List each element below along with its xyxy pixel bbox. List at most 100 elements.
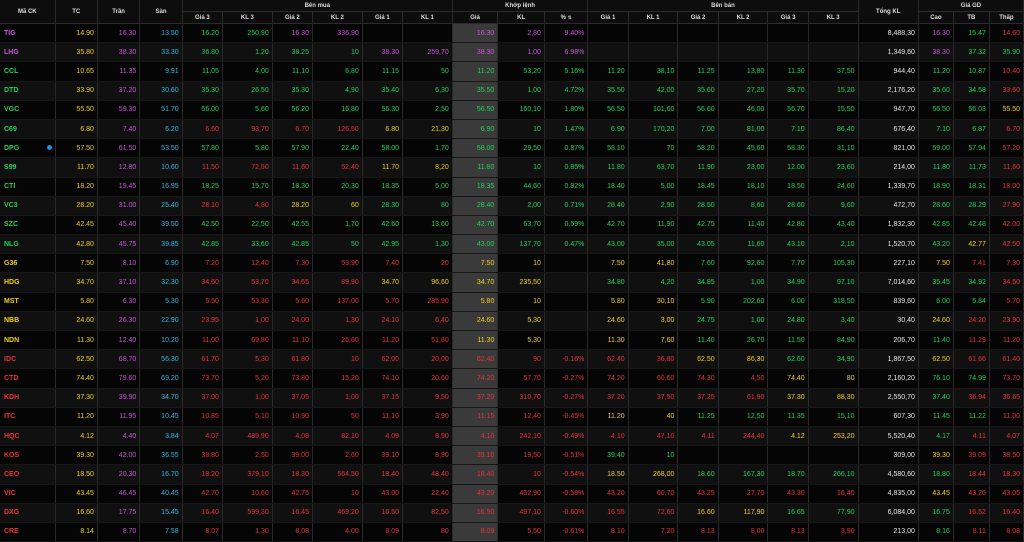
bid-price-3-cell: 10.85 — [182, 407, 223, 427]
table-row[interactable]: KOS 39.30 42.00 36.55 38.80 2,50 39.00 2,60 39.1… — [0, 445, 1024, 466]
table-row[interactable]: NBB 24.60 26.30 22.90 23.95 1,00 24.00 1,30 24.1… — [0, 311, 1024, 332]
sort-icon[interactable]: ⇅ — [567, 14, 572, 21]
symbol-cell[interactable]: TIG — [0, 23, 56, 44]
header-low[interactable]: Thấp — [989, 11, 1024, 24]
floor-price-cell: 30.60 — [139, 81, 183, 101]
match-price-cell: 34.70 — [452, 272, 499, 293]
header-ask-vol-2[interactable]: KL 2 — [718, 11, 769, 24]
table-row[interactable]: VC3 28.20 31.00 25.40 28.10 4,80 28.20 60 28.30 8… — [0, 196, 1024, 216]
table-row[interactable]: G36 7.50 8.10 6.90 7.20 12,40 7.30 53,90 7.40 20 7… — [0, 253, 1024, 274]
table-row[interactable]: VIC 43.45 46.45 40.45 42.70 10,60 42.75 10 43.00… — [0, 484, 1024, 504]
high-price-cell: 4.17 — [918, 426, 954, 447]
symbol-cell[interactable]: KOS — [0, 445, 56, 466]
header-high[interactable]: Cao — [918, 11, 954, 24]
header-ref[interactable]: TC — [55, 0, 98, 24]
bid-vol-2-cell: 10 — [312, 349, 363, 370]
table-row[interactable]: LHG 35.80 38.30 33.30 36.80 1,20 38.25 10 38.30 2… — [0, 42, 1024, 63]
header-ask-price-2[interactable]: Giá 2 — [677, 11, 719, 24]
symbol-cell[interactable]: IDC — [0, 349, 56, 370]
bid-price-3-cell: 11.05 — [182, 61, 223, 82]
table-row[interactable]: SZC 42.45 45.40 39.50 42.50 22,50 42.55 1,70 42.… — [0, 215, 1024, 236]
symbol-cell[interactable]: CRE — [0, 522, 56, 542]
header-floor[interactable]: Sàn — [139, 0, 183, 24]
symbol-cell[interactable]: S99 — [0, 157, 56, 178]
symbol-cell[interactable]: KDH — [0, 388, 56, 408]
table-row[interactable]: CCL 10.65 11.35 9.91 11.05 4,00 11.10 6,80 11.15… — [0, 61, 1024, 82]
header-bid-price-2[interactable]: Giá 2 — [272, 11, 313, 24]
bid-vol-1-cell: 285,90 — [402, 292, 453, 312]
bid-vol-2-cell: 10 — [312, 42, 363, 63]
header-total-volume[interactable]: Tổng KL — [858, 0, 919, 24]
table-row[interactable]: KDH 37.30 39.90 34.70 37.00 1,00 37.05 1,00 37.1… — [0, 388, 1024, 408]
symbol-cell[interactable]: HDG — [0, 272, 56, 293]
floor-price-cell: 32.30 — [139, 272, 183, 293]
ask-price-3-cell: 74.40 — [767, 368, 809, 389]
header-symbol[interactable]: Mã CK — [0, 0, 56, 24]
symbol-cell[interactable]: CEO — [0, 464, 56, 485]
header-match-pct[interactable]: % ⇅ — [544, 11, 589, 24]
total-volume-cell: 472,70 — [858, 196, 919, 216]
ask-price-2-cell: 42.75 — [677, 215, 719, 236]
table-row[interactable]: CRE 8.14 8.70 7.58 8.07 1,30 8.08 4,00 8.09 80 8.0… — [0, 522, 1024, 542]
table-row[interactable]: HDG 34.70 37.10 32.30 34.60 53,70 34.65 89,90 34… — [0, 272, 1024, 293]
symbol-cell[interactable]: LHG — [0, 42, 56, 63]
header-bid-vol-2[interactable]: KL 2 — [312, 11, 363, 24]
header-bid-price-3[interactable]: Giá 3 — [182, 11, 223, 24]
symbol-cell[interactable]: G36 — [0, 253, 56, 274]
ask-price-2-cell: 58.20 — [677, 138, 719, 159]
table-row[interactable]: CTD 74.40 79.60 69.20 73.70 5,20 73.80 15,20 74.… — [0, 368, 1024, 389]
header-ask-price-3[interactable]: Giá 3 — [767, 11, 809, 24]
symbol-cell[interactable]: MST — [0, 292, 56, 312]
ask-vol-2-cell: 81,00 — [718, 119, 769, 140]
symbol-cell[interactable]: SZC — [0, 215, 56, 236]
header-avg[interactable]: TB — [953, 11, 990, 24]
total-volume-cell: 4,835,00 — [858, 484, 919, 504]
header-ask-vol-3[interactable]: KL 3 — [808, 11, 859, 24]
header-ask-price-1[interactable]: Giá 1 — [587, 11, 629, 24]
table-row[interactable]: NLG 42.80 45.75 39.85 42.85 33,60 42.85 50 42.95… — [0, 234, 1024, 255]
header-match-vol[interactable]: KL — [497, 11, 545, 24]
symbol-cell[interactable]: NLG — [0, 234, 56, 255]
symbol-cell[interactable]: DTD — [0, 81, 56, 101]
header-ceil[interactable]: Trần — [97, 0, 141, 24]
symbol-cell[interactable]: DXG — [0, 503, 56, 523]
symbol-cell[interactable]: CTD — [0, 368, 56, 389]
table-row[interactable]: CTI 18.20 19.45 16.95 18.25 15,70 18.30 20,30 18… — [0, 177, 1024, 197]
symbol-cell[interactable]: VIC — [0, 484, 56, 504]
match-vol-cell: 10 — [497, 157, 545, 178]
header-bid-price-1[interactable]: Giá 1 — [362, 11, 404, 24]
table-row[interactable]: MST 5.80 6.30 5.30 5.50 53,30 5.60 137,00 5.70 28… — [0, 292, 1024, 312]
symbol-cell[interactable]: C69 — [0, 119, 56, 140]
symbol-cell[interactable]: DPG — [0, 138, 56, 159]
header-bid-vol-1[interactable]: KL 1 — [402, 11, 453, 24]
ask-price-3-cell: 35.70 — [767, 81, 809, 101]
table-row[interactable]: DXG 16.60 17.75 15.45 16.40 599,30 16.45 469,20… — [0, 503, 1024, 523]
ask-vol-3-cell: 77,90 — [808, 503, 859, 523]
high-price-cell: 56.50 — [918, 100, 954, 120]
table-row[interactable]: VGC 55.50 59.30 51.70 56.00 5,60 56.20 16,80 56.… — [0, 100, 1024, 120]
symbol-cell[interactable]: HQC — [0, 426, 56, 447]
table-row[interactable]: IDC 62.50 68.70 56.30 61.70 5,30 61.80 10 62.00 2… — [0, 349, 1024, 370]
table-row[interactable]: HQC 4.12 4.40 3.84 4.07 489,90 4.08 82,10 4.09 8,… — [0, 426, 1024, 447]
ask-price-2-cell: 43.25 — [677, 484, 719, 504]
table-row[interactable]: ITC 11.20 11.95 10.45 10.85 5,10 10.90 50 11.10 3… — [0, 407, 1024, 427]
symbol-cell[interactable]: CTI — [0, 177, 56, 197]
table-row[interactable]: C69 6.80 7.40 6.20 6.60 93,70 6.70 126,50 6.80 21… — [0, 119, 1024, 140]
table-row[interactable]: DTD 33.90 37.20 30.60 35.30 26.50 35.30 4,90 35.… — [0, 81, 1024, 101]
symbol-cell[interactable]: VGC — [0, 100, 56, 120]
symbol-cell[interactable]: CCL — [0, 61, 56, 82]
header-ask-vol-1[interactable]: KL 1 — [628, 11, 679, 24]
table-row[interactable]: TIG 14.90 16.30 13.50 16.20 250,90 16.30 336,90… — [0, 23, 1024, 44]
bid-vol-3-cell: 5,60 — [222, 100, 273, 120]
table-row[interactable]: CEO 18.50 20.30 16.70 18.20 379,10 18.30 564,50… — [0, 464, 1024, 485]
header-bid-vol-3[interactable]: KL 3 — [222, 11, 273, 24]
ask-price-2-cell: 18.45 — [677, 177, 719, 197]
symbol-cell[interactable]: VC3 — [0, 196, 56, 216]
table-row[interactable]: NDN 11.30 12.40 10.20 11.00 69,80 11.10 26,60 11… — [0, 330, 1024, 351]
table-row[interactable]: S99 11.70 12.80 10.60 11.50 72,50 11.60 52,40 11… — [0, 157, 1024, 178]
symbol-cell[interactable]: NDN — [0, 330, 56, 351]
header-match-price[interactable]: Giá — [452, 11, 499, 24]
table-row[interactable]: DPG 57.50 61.50 53.50 57.80 5,80 57.90 22,40 58.… — [0, 138, 1024, 159]
bid-vol-3-cell: 1,20 — [222, 42, 273, 63]
symbol-cell[interactable]: NBB — [0, 311, 56, 332]
